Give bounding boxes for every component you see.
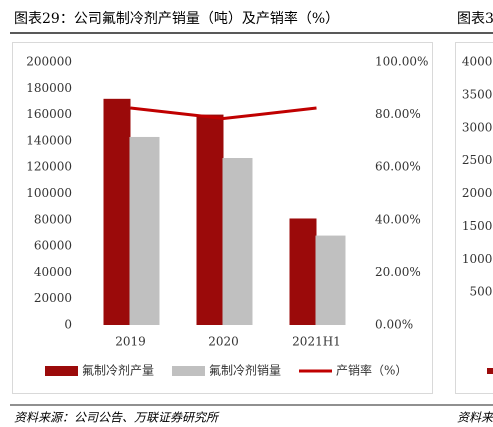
y2-tick-label: 60.00% [375,160,421,174]
y-tick-label: 5000 [469,285,493,299]
legend-swatch [172,366,205,376]
x-tick-label: 2019 [115,335,146,349]
line-series [130,106,317,121]
y-tick-label: 200000 [26,55,72,69]
y2-tick-label: 80.00% [375,107,421,121]
source: 资料来 [457,411,493,425]
source: 资料来源：公司公告、万联证券研究所 [14,411,220,425]
y-tick-label: 80000 [34,212,72,226]
y-tick-label: 30000 [462,120,493,134]
y2-tick-label: 0.00% [375,318,413,332]
y-tick-label: 140000 [26,133,72,147]
chart-title: 图表29：公司氟制冷剂产销量（吨）及产销率（%） [14,10,339,27]
x-tick-label: 2020 [208,335,239,349]
y-tick-label: 15000 [462,219,493,233]
legend-swatch [45,366,78,376]
y-tick-label: 180000 [26,81,72,95]
y-tick-label: 40000 [34,265,72,279]
y-tick-label: 35000 [462,87,493,101]
bar [103,98,131,325]
bar [129,136,160,325]
y-tick-label: 25000 [462,153,493,167]
y-tick-label: 0 [64,318,72,332]
chart-title: 图表3 [457,11,493,27]
y-tick-label: 20000 [462,186,493,200]
y-tick-label: 160000 [26,107,72,121]
legend-label: 产销率（%） [336,363,407,378]
y-tick-label: 120000 [26,160,72,174]
x-tick-label: 2021H1 [292,335,341,349]
y-tick-label: 60000 [34,239,72,253]
y-tick-label: 20000 [34,291,72,305]
legend-label: 氟制冷剂产量 [82,363,154,378]
bar [315,235,346,325]
legend-swatch-clipped [487,368,493,374]
bar [222,157,253,325]
chart-frame [455,42,493,394]
y-tick-label: 40000 [462,55,493,69]
legend-label: 氟制冷剂销量 [209,363,281,378]
bar [289,218,317,325]
y-tick-label: 100000 [26,186,72,200]
y2-tick-label: 40.00% [375,212,421,226]
chart-frame [12,42,433,394]
y2-tick-label: 100.00% [375,55,428,69]
bar [196,114,224,325]
y2-tick-label: 20.00% [375,265,421,279]
y-tick-label: 10000 [462,252,493,266]
